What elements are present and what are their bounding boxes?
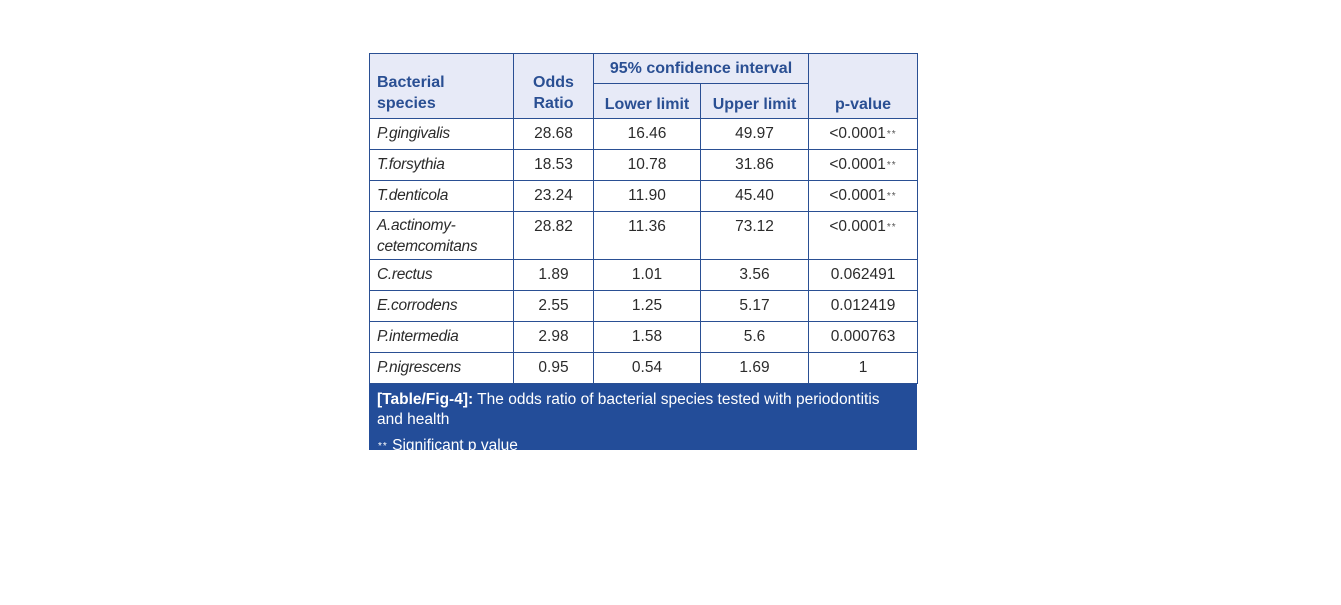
cell-p-value: 0.000763 — [808, 321, 919, 353]
cell-species: E.corrodens — [369, 290, 514, 322]
cell-p-value: <0.0001** — [808, 149, 919, 181]
cell-lower: 1.58 — [593, 321, 701, 353]
cell-species: T.forsythia — [369, 149, 514, 181]
table-row: E.corrodens 2.55 1.25 5.17 0.012419 — [369, 290, 919, 322]
cell-odds: 1.89 — [513, 259, 594, 291]
significance-marker: ** — [886, 191, 897, 202]
cell-lower: 11.36 — [593, 211, 701, 260]
cell-upper: 49.97 — [699, 118, 810, 150]
cell-species: P.intermedia — [369, 321, 514, 353]
cell-lower: 1.25 — [593, 290, 701, 322]
cell-odds: 28.82 — [513, 211, 594, 260]
cell-lower: 0.54 — [593, 352, 701, 384]
cell-p-value: <0.0001** — [808, 118, 919, 150]
cell-odds: 0.95 — [513, 352, 594, 384]
cell-lower: 16.46 — [593, 118, 701, 150]
cell-odds: 2.98 — [513, 321, 594, 353]
cell-upper: 1.69 — [699, 352, 810, 384]
cell-odds: 2.55 — [513, 290, 594, 322]
cell-p-value: <0.0001** — [808, 211, 919, 260]
cell-lower: 1.01 — [593, 259, 701, 291]
header-p-value: p-value — [808, 53, 919, 119]
figure-caption: [Table/Fig-4]: The odds ratio of bacteri… — [369, 384, 917, 454]
cell-lower: 11.90 — [593, 180, 701, 212]
header-confidence-interval: 95% confidence interval — [592, 53, 810, 84]
cell-upper: 73.12 — [699, 211, 810, 260]
cell-p-value: 1 — [808, 352, 919, 384]
table-body: P.gingivalis 28.68 16.46 49.97 <0.0001** T.fo… — [369, 118, 919, 384]
cell-upper: 31.86 — [699, 149, 810, 181]
caption-text: [Table/Fig-4]: The odds ratio of bacteri… — [377, 391, 880, 428]
cell-upper: 45.40 — [699, 180, 810, 212]
table-row: A.actinomy-cetemcomitans 28.82 11.36 73.12 <… — [369, 211, 919, 260]
table-row: P.gingivalis 28.68 16.46 49.97 <0.0001** — [369, 118, 919, 150]
cell-species: T.denticola — [369, 180, 514, 212]
table-row: P.intermedia 2.98 1.58 5.6 0.000763 — [369, 321, 919, 353]
significance-note: ** Significant p value — [377, 436, 908, 457]
header-odds-ratio: Odds Ratio — [513, 53, 594, 119]
table-figure: Bacterial species Odds Ratio 95% confidenc… — [369, 53, 919, 454]
caption-label: [Table/Fig-4]: — [377, 391, 474, 408]
table-row: T.denticola 23.24 11.90 45.40 <0.0001** — [369, 180, 919, 212]
cell-upper: 3.56 — [699, 259, 810, 291]
cell-species: C.rectus — [369, 259, 514, 291]
cell-upper: 5.17 — [699, 290, 810, 322]
cell-species: P.nigrescens — [369, 352, 514, 384]
header-bacterial-species: Bacterial species — [369, 53, 514, 119]
significance-marker: ** — [886, 129, 897, 140]
cell-species: A.actinomy-cetemcomitans — [369, 211, 514, 260]
cell-p-value: <0.0001** — [808, 180, 919, 212]
significance-marker: ** — [378, 441, 388, 452]
header-lower-limit: Lower limit — [593, 83, 701, 119]
cell-upper: 5.6 — [699, 321, 810, 353]
cell-odds: 28.68 — [513, 118, 594, 150]
header-upper-limit: Upper limit — [699, 83, 810, 119]
table-row: T.forsythia 18.53 10.78 31.86 <0.0001** — [369, 149, 919, 181]
significance-note-text: Significant p value — [387, 437, 518, 454]
cell-odds: 23.24 — [513, 180, 594, 212]
cell-species: P.gingivalis — [369, 118, 514, 150]
odds-ratio-table: Bacterial species Odds Ratio 95% confidenc… — [369, 53, 919, 384]
significance-marker: ** — [886, 160, 897, 171]
table-row: C.rectus 1.89 1.01 3.56 0.062491 — [369, 259, 919, 291]
significance-marker: ** — [886, 222, 897, 233]
cell-lower: 10.78 — [593, 149, 701, 181]
cell-odds: 18.53 — [513, 149, 594, 181]
table-row: P.nigrescens 0.95 0.54 1.69 1 — [369, 352, 919, 384]
cell-p-value: 0.012419 — [808, 290, 919, 322]
cell-p-value: 0.062491 — [808, 259, 919, 291]
